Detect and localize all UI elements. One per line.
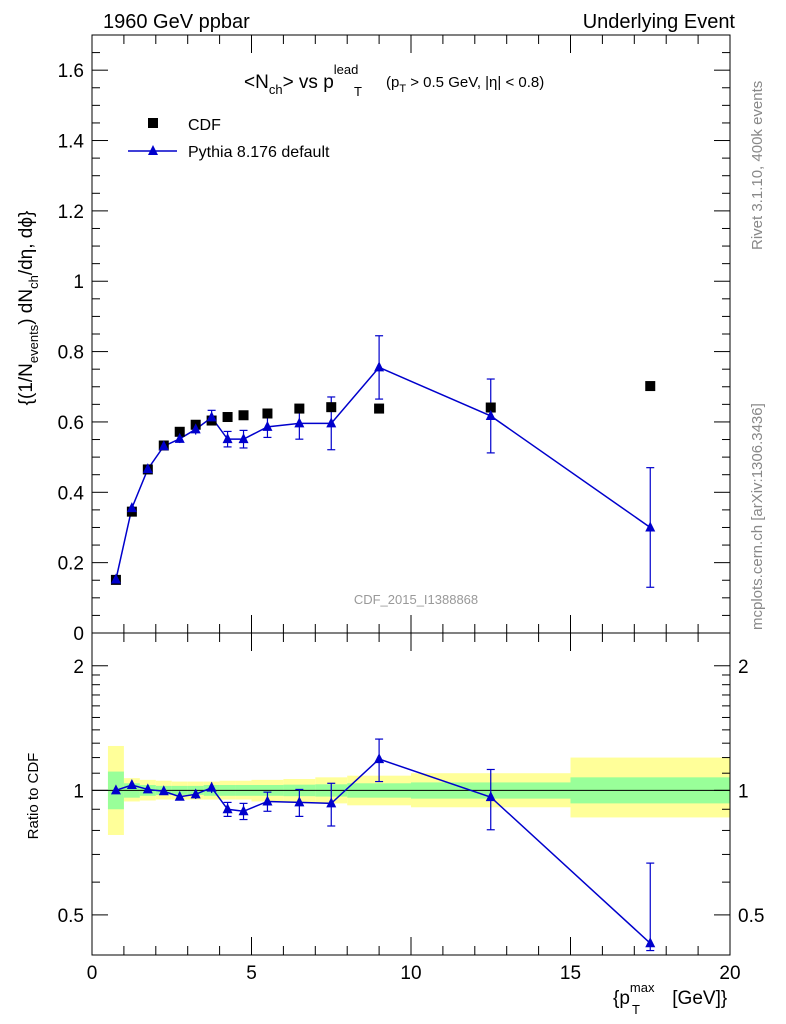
mc-point bbox=[190, 423, 201, 434]
header-left: 1960 GeV ppbar bbox=[103, 11, 250, 33]
xlabel-sup: max bbox=[630, 980, 655, 995]
main-y-tick-label: 1.4 bbox=[58, 132, 85, 153]
mc-point bbox=[645, 521, 656, 532]
ratio-panel-data bbox=[110, 738, 656, 952]
mc-point bbox=[238, 433, 249, 444]
ratio-mc-point bbox=[126, 779, 137, 790]
ratio-mc-point bbox=[374, 753, 385, 764]
xlabel-sub: T bbox=[632, 1002, 640, 1017]
legend-label-mc: Pythia 8.176 default bbox=[188, 144, 330, 161]
x-tick-label: 10 bbox=[400, 963, 421, 984]
title-mid: > vs p bbox=[283, 72, 334, 93]
cdf-point bbox=[174, 426, 185, 437]
main-panel-ticks: 0 0.2 0.4 0.6 0.8 1 1.2 1.4 1.6 bbox=[58, 35, 731, 645]
side-label-rivet: Rivet 3.1.10, 400k events bbox=[749, 81, 766, 250]
mc-point bbox=[126, 502, 137, 513]
mc-point bbox=[158, 440, 169, 451]
ratio-mc-point bbox=[262, 795, 273, 806]
ratio-mc-point bbox=[142, 783, 153, 794]
cdf-point bbox=[374, 403, 385, 414]
ylabel-p1: {(1/N bbox=[16, 363, 37, 405]
ratio-mc-point bbox=[485, 791, 496, 802]
ratio-y-tick-label: 0.5 bbox=[58, 906, 84, 927]
x-tick-label: 15 bbox=[560, 963, 581, 984]
mc-point bbox=[142, 463, 153, 474]
ratio-y-tick-label-right: 1 bbox=[738, 781, 749, 802]
mc-point bbox=[262, 420, 273, 431]
mc-point bbox=[110, 573, 121, 584]
title-cut-open: (p bbox=[386, 74, 399, 91]
ratio-y-tick-label-right: 0.5 bbox=[738, 906, 764, 927]
main-y-tick-label: 1.2 bbox=[58, 202, 84, 223]
main-y-tick-label: 0.8 bbox=[58, 343, 84, 364]
ratio-y-tick-label-right: 2 bbox=[738, 657, 749, 678]
mc-point bbox=[374, 361, 385, 372]
title-sup: lead bbox=[334, 62, 359, 77]
ratio-panel-ticks: 0.5 0.51 12 20 5 10 15 20 bbox=[58, 633, 764, 984]
main-y-tick-label: 1.6 bbox=[58, 61, 84, 82]
ratio-mc-point bbox=[190, 788, 201, 799]
cdf-point bbox=[326, 402, 337, 413]
x-tick-label: 5 bbox=[246, 963, 257, 984]
mc-point bbox=[485, 409, 496, 420]
ylabel-p1-sub: events bbox=[26, 324, 41, 363]
ratio-mc-point bbox=[238, 805, 249, 816]
ratio-mc-point bbox=[645, 937, 656, 948]
cdf-point bbox=[645, 381, 656, 392]
main-y-tick-label: 1 bbox=[73, 272, 84, 293]
cdf-point bbox=[485, 402, 496, 413]
ratio-mc-point bbox=[174, 790, 185, 801]
watermark: CDF_2015_I1388868 bbox=[354, 592, 478, 607]
title-cut-rest: > 0.5 GeV, |η| < 0.8) bbox=[406, 74, 544, 91]
ratio-mc-point bbox=[158, 785, 169, 796]
ratio-y-tick-label: 2 bbox=[73, 657, 84, 678]
cdf-point bbox=[238, 410, 249, 421]
ylabel-p2: ) dN bbox=[16, 289, 37, 325]
mc-point bbox=[222, 433, 233, 444]
ratio-mc-point bbox=[110, 784, 121, 795]
x-axis-label: {pmax T [GeV]} bbox=[613, 980, 727, 1017]
x-tick-label: 0 bbox=[87, 963, 98, 984]
ratio-y-tick-label: 1 bbox=[73, 781, 84, 802]
plot-title: <Nch> vs plead T(pT > 0.5 GeV, |η| < 0.8) bbox=[244, 62, 544, 99]
cdf-point bbox=[262, 408, 273, 419]
title-cut-sub: T bbox=[399, 83, 406, 95]
y-axis-label-main: {(1/Nevents) dNch/dη, dϕ} bbox=[16, 211, 41, 406]
legend-marker-mc bbox=[148, 145, 158, 155]
header-right: Underlying Event bbox=[583, 11, 736, 33]
ratio-panel-frame bbox=[91, 632, 731, 956]
ratio-mc-point bbox=[326, 797, 337, 808]
mc-point bbox=[326, 417, 337, 428]
side-label-mcplots: mcplots.cern.ch [arXiv:1306.3436] bbox=[749, 403, 766, 630]
main-panel-data bbox=[110, 335, 656, 588]
mc-point bbox=[174, 432, 185, 443]
x-tick-label: 20 bbox=[719, 963, 740, 984]
main-y-tick-label: 0.6 bbox=[58, 413, 84, 434]
title-prefix-sub: ch bbox=[269, 82, 283, 97]
ratio-mc-point bbox=[206, 781, 217, 792]
xlabel-p2: [GeV]} bbox=[667, 988, 727, 1009]
cdf-point bbox=[222, 412, 233, 423]
y-axis-label-ratio: Ratio to CDF bbox=[25, 753, 42, 840]
legend-marker-cdf bbox=[148, 118, 158, 128]
main-y-tick-label: 0.4 bbox=[58, 483, 85, 504]
mc-point bbox=[206, 411, 217, 422]
ylabel-p2-sub: ch bbox=[26, 275, 41, 289]
xlabel-p1: {p bbox=[613, 988, 630, 1009]
main-y-tick-label: 0.2 bbox=[58, 554, 84, 575]
main-y-tick-label: 0 bbox=[73, 624, 84, 645]
legend-label-cdf: CDF bbox=[188, 117, 221, 134]
title-prefix: <N bbox=[244, 72, 269, 93]
mc-point bbox=[294, 417, 305, 428]
ylabel-p3: /dη, dϕ} bbox=[16, 211, 37, 276]
cdf-point bbox=[294, 403, 305, 414]
title-sub: T bbox=[354, 84, 362, 99]
ratio-mc-point bbox=[294, 796, 305, 807]
ratio-mc-point bbox=[222, 803, 233, 814]
